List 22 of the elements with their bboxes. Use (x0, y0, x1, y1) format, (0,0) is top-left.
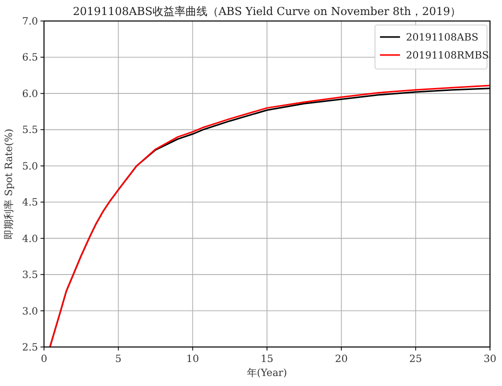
y-tick-label: 5.0 (22, 161, 38, 172)
y-tick-label: 5.5 (22, 125, 38, 136)
y-tick-label: 6.0 (22, 88, 38, 100)
legend-label: 20191108ABS (406, 32, 478, 44)
x-tick-label: 20 (334, 354, 348, 365)
x-tick-label: 10 (186, 354, 200, 365)
y-tick-label: 7.0 (22, 16, 38, 28)
y-axis-title: 即期利率 Spot Rate(%) (3, 128, 15, 240)
x-tick-label: 15 (260, 354, 274, 365)
y-tick-label: 4.5 (22, 198, 38, 209)
x-tick-label: 0 (40, 354, 48, 365)
x-tick-label: 25 (409, 354, 422, 365)
chart-title: 20191108ABS收益率曲线（ABS Yield Curve on November 8th，2019） (72, 5, 462, 18)
y-tick-label: 2.5 (22, 342, 38, 354)
y-tick-label: 4.0 (22, 234, 38, 245)
legend-label: 20191108RMBS (406, 50, 490, 62)
y-tick-label: 3.5 (22, 270, 38, 282)
x-axis-title: 年(Year) (246, 367, 288, 379)
x-tick-label: 30 (484, 354, 496, 365)
y-tick-label: 6.5 (22, 52, 38, 64)
x-tick-label: 5 (115, 354, 122, 365)
y-tick-label: 3.0 (22, 306, 38, 318)
